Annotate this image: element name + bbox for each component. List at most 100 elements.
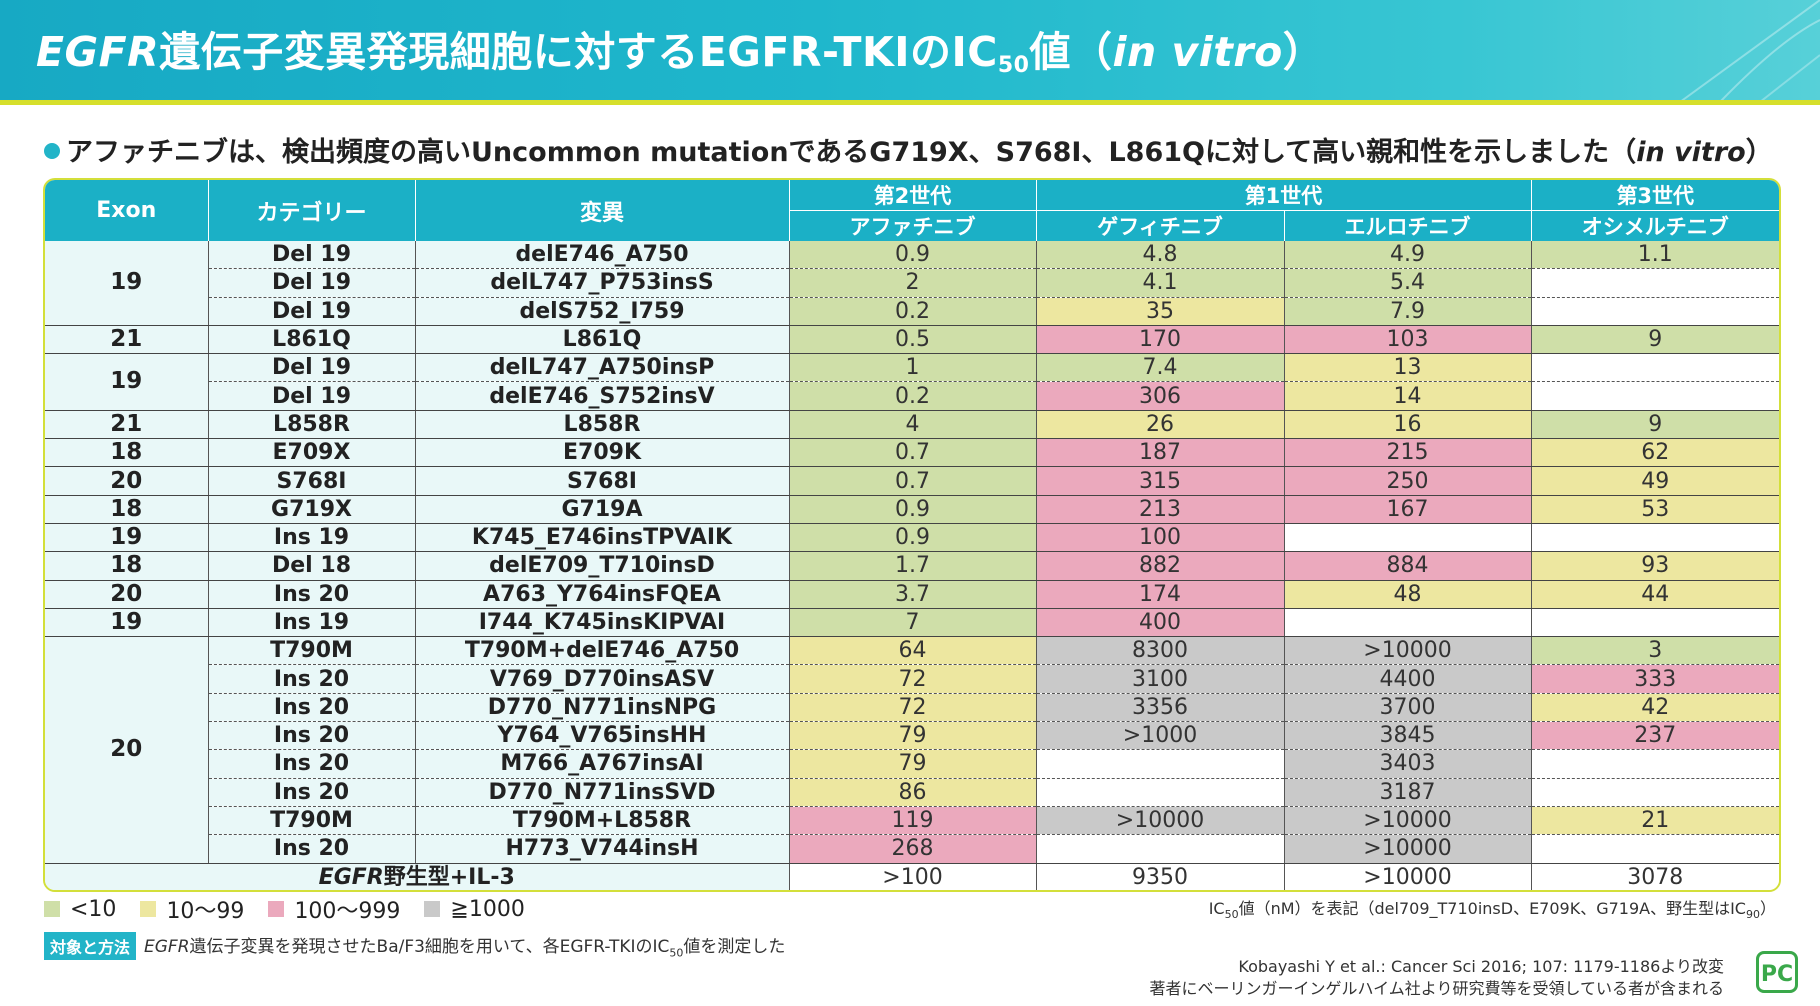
reference: Kobayashi Y et al.: Cancer Sci 2016; 107… — [1149, 956, 1724, 1000]
col-gefitinib: ゲフィチニブ — [1036, 210, 1285, 241]
category-cell: L861Q — [208, 325, 416, 355]
col-erlotinib: エルロチニブ — [1284, 210, 1532, 241]
mutation-cell: H773_V744insH — [415, 834, 790, 864]
wildtype-label: EGFR野生型+IL-3 — [45, 863, 790, 890]
category-cell: Ins 20 — [208, 834, 416, 864]
osimertinib-value: 44 — [1531, 580, 1779, 609]
category-cell: L858R — [208, 410, 416, 440]
table-row: Ins 20 D770_N771insSVD 86 3187 — [45, 778, 1779, 807]
gefitinib-range: (448-2717) — [1036, 891, 1284, 892]
mutation-cell: delS752_I759 — [415, 297, 790, 326]
erlotinib-value: >10000 — [1284, 863, 1532, 890]
afatinib-value: 268 — [789, 834, 1037, 864]
afatinib-value: >100 — [789, 863, 1037, 890]
afatinib-value: 0.9 — [789, 495, 1037, 524]
gefitinib-value: 174 — [1036, 580, 1285, 609]
table-row: Ins 20 V769_D770insASV 72 3100 4400 333 — [45, 664, 1779, 694]
table-row: Ins 20 M766_A767insAI 79 3403 — [45, 749, 1779, 779]
gefitinib-value: 3356 — [1036, 693, 1285, 723]
category-cell: Del 19 — [208, 297, 416, 326]
osimertinib-value: 3 — [1531, 636, 1779, 666]
table-row: 19 Ins 19 I744_K745insKIPVAI 7 400 — [45, 608, 1779, 638]
afatinib-value: 119 — [789, 806, 1037, 836]
category-cell: Del 19 — [208, 353, 416, 383]
gefitinib-value: 100 — [1036, 523, 1285, 553]
osimertinib-value: 1.1 — [1531, 241, 1779, 270]
afatinib-value: 2 — [789, 268, 1037, 298]
erlotinib-value: 103 — [1284, 325, 1532, 355]
afatinib-value: 0.7 — [789, 466, 1037, 496]
osimertinib-value: 9 — [1531, 410, 1779, 440]
mutation-cell: delE709_T710insD — [415, 551, 790, 581]
ic-note: IC50値（nM）を表記（del709_T710insD、E709K、G719A… — [1208, 899, 1776, 922]
exon-cell: 19 — [45, 523, 209, 553]
erlotinib-value: 4400 — [1284, 664, 1532, 694]
category-cell: Ins 20 — [208, 664, 416, 694]
exon-cell: 21 — [45, 410, 209, 440]
gefitinib-value: 9350 — [1036, 863, 1285, 890]
col-group-gen2: 第2世代 — [789, 180, 1037, 211]
legend-swatch — [44, 901, 60, 917]
erlotinib-value: 14 — [1284, 381, 1532, 411]
afatinib-value: 1 — [789, 353, 1037, 383]
afatinib-value: 0.2 — [789, 381, 1037, 411]
mutation-cell: delL747_A750insP — [415, 353, 790, 383]
category-cell: E709X — [208, 438, 416, 468]
category-cell: S768I — [208, 466, 416, 496]
plasma-row: 血漿中薬剤濃度(69-130)(448-2717)(2717-4040)(400… — [45, 891, 1779, 892]
exon-cell: 19 — [45, 608, 209, 638]
category-cell: Del 19 — [208, 241, 416, 270]
color-legend: <10 10〜99 100〜999 ≧1000 — [44, 893, 525, 925]
table-row: Del 19 delE746_S752insV 0.2 306 14 — [45, 381, 1779, 411]
legend-item: <10 — [44, 897, 116, 922]
legend-label: 10〜99 — [166, 899, 245, 924]
table-row: Del 19 delS752_I759 0.2 35 7.9 — [45, 297, 1779, 326]
gefitinib-value: 882 — [1036, 551, 1285, 581]
erlotinib-value: 250 — [1284, 466, 1532, 496]
col-osimertinib: オシメルチニブ — [1531, 210, 1779, 241]
osimertinib-value: 3078 — [1531, 863, 1779, 890]
afatinib-value: 4 — [789, 410, 1037, 440]
gefitinib-value: >10000 — [1036, 806, 1285, 836]
gefitinib-value: 315 — [1036, 466, 1285, 496]
table-row: 18 G719X G719A 0.9 213 167 53 — [45, 495, 1779, 524]
reference-citation: Kobayashi Y et al.: Cancer Sci 2016; 107… — [1238, 957, 1724, 976]
gefitinib-value — [1036, 834, 1285, 864]
gefitinib-value: 26 — [1036, 410, 1285, 440]
erlotinib-range: (2717-4040) — [1284, 891, 1531, 892]
table-row: 19 Del 19 delL747_A750insP 1 7.4 13 — [45, 353, 1779, 411]
gefitinib-value: 7.4 — [1036, 353, 1285, 383]
category-cell: Del 19 — [208, 381, 416, 411]
mutation-cell: S768I — [415, 466, 790, 496]
mutation-cell: delE746_A750 — [415, 241, 790, 270]
exon-cell: 18 — [45, 495, 209, 524]
afatinib-value: 0.9 — [789, 241, 1037, 270]
mutation-cell: Y764_V765insHH — [415, 721, 790, 751]
gefitinib-value: 4.8 — [1036, 241, 1285, 270]
mutation-cell: V769_D770insASV — [415, 664, 790, 694]
category-cell: G719X — [208, 495, 416, 524]
osimertinib-value: 9 — [1531, 325, 1779, 355]
erlotinib-value: 3403 — [1284, 749, 1532, 779]
table-row: T790M T790M+L858R 119 >10000 >10000 21 — [45, 806, 1779, 836]
erlotinib-value — [1284, 608, 1532, 638]
exon-cell: 20 — [45, 636, 209, 864]
banner-underline — [0, 100, 1820, 105]
legend-label: ≧1000 — [450, 896, 525, 922]
legend-swatch — [140, 901, 157, 917]
afatinib-value: 86 — [789, 778, 1037, 807]
erlotinib-value: 3187 — [1284, 778, 1532, 807]
afatinib-value: 7 — [789, 608, 1037, 638]
erlotinib-value: 16 — [1284, 410, 1532, 440]
gefitinib-value: 306 — [1036, 381, 1285, 411]
mutation-cell: E709K — [415, 438, 790, 468]
category-cell: Ins 20 — [208, 580, 416, 609]
mutation-cell: K745_E746insTPVAIK — [415, 523, 790, 553]
osimertinib-value — [1531, 353, 1779, 383]
erlotinib-value: 48 — [1284, 580, 1532, 609]
table-row: Ins 20 H773_V744insH 268 >10000 — [45, 834, 1779, 864]
legend-label: <10 — [70, 896, 117, 922]
lead-statement: アファチニブは、検出頻度の高いUncommon mutationであるG719X… — [44, 130, 1773, 169]
osimertinib-value: 21 — [1531, 806, 1779, 836]
afatinib-value: 0.2 — [789, 297, 1037, 326]
